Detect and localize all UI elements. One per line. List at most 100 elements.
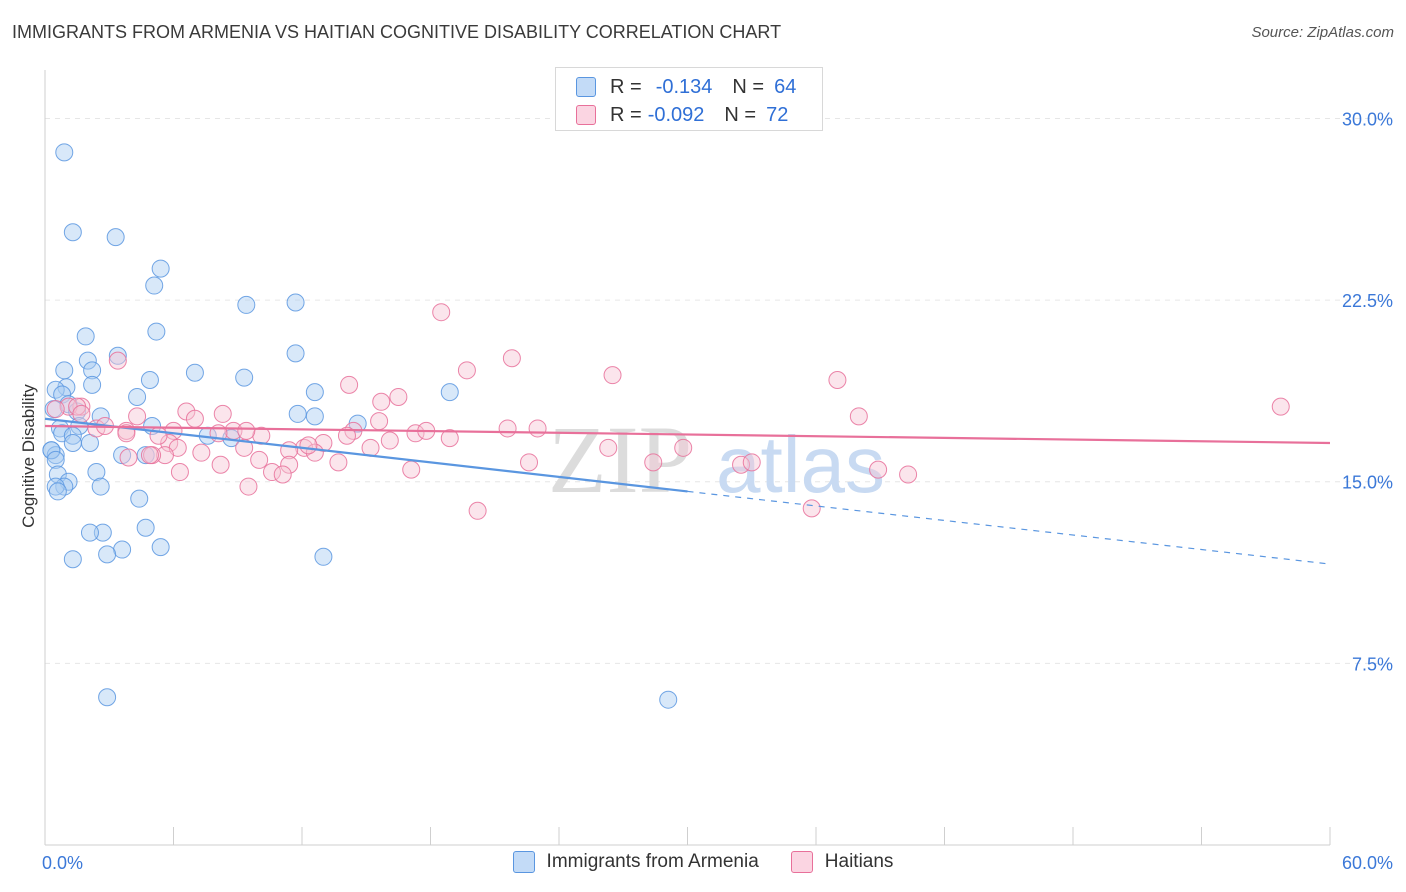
point-armenia bbox=[46, 450, 65, 469]
point-armenia bbox=[288, 404, 307, 423]
point-haitians bbox=[802, 499, 821, 518]
point-armenia bbox=[80, 523, 99, 542]
trend-lines bbox=[44, 417, 1331, 565]
point-haitians bbox=[329, 453, 348, 472]
watermark: ZIP atlas bbox=[548, 406, 885, 513]
point-armenia bbox=[91, 477, 110, 496]
point-armenia bbox=[305, 407, 324, 426]
legend-r-label: R = bbox=[610, 103, 642, 126]
point-armenia bbox=[151, 538, 170, 557]
legend-r-value: -0.134 bbox=[655, 75, 713, 98]
y-tick-label: 7.5% bbox=[1352, 654, 1393, 674]
legend-item-armenia: Immigrants from Armenia bbox=[512, 851, 759, 873]
point-haitians bbox=[674, 438, 693, 457]
point-haitians bbox=[406, 424, 425, 443]
point-armenia bbox=[48, 482, 67, 501]
point-haitians bbox=[280, 455, 299, 474]
point-haitians bbox=[72, 397, 91, 416]
legend-swatch-haitians bbox=[790, 851, 813, 873]
point-haitians bbox=[869, 460, 888, 479]
point-haitians bbox=[361, 438, 380, 457]
point-haitians bbox=[149, 426, 168, 445]
point-armenia bbox=[440, 383, 459, 402]
legend-item-haitians: Haitians bbox=[790, 851, 894, 873]
source-credit: Source: ZipAtlas.com bbox=[1251, 24, 1394, 41]
point-armenia bbox=[136, 518, 155, 537]
point-armenia bbox=[87, 463, 106, 482]
trend-line-armenia bbox=[44, 417, 688, 493]
gridlines bbox=[45, 117, 1392, 664]
legend-row-armenia: R = -0.134 N = 64 bbox=[576, 73, 796, 101]
point-armenia bbox=[93, 523, 112, 542]
point-haitians bbox=[263, 463, 282, 482]
point-haitians bbox=[372, 392, 391, 411]
point-armenia bbox=[659, 690, 678, 709]
point-haitians bbox=[119, 448, 138, 467]
point-haitians bbox=[46, 400, 65, 419]
point-haitians bbox=[370, 412, 389, 431]
trend-line-armenia-extension bbox=[687, 490, 1331, 565]
point-haitians bbox=[389, 387, 408, 406]
point-haitians bbox=[192, 443, 211, 462]
point-haitians bbox=[828, 371, 847, 389]
point-armenia bbox=[98, 688, 117, 707]
point-armenia bbox=[286, 293, 305, 312]
point-haitians bbox=[140, 446, 159, 465]
point-haitians bbox=[440, 429, 459, 448]
point-haitians bbox=[849, 407, 868, 426]
point-armenia bbox=[128, 387, 147, 406]
point-haitians bbox=[402, 460, 421, 479]
point-haitians bbox=[468, 501, 487, 520]
legend-n-value: 64 bbox=[774, 75, 797, 98]
point-armenia bbox=[106, 228, 125, 247]
legend-swatch-armenia bbox=[576, 77, 596, 97]
legend-label-armenia: Immigrants from Armenia bbox=[546, 851, 759, 872]
point-haitians bbox=[899, 465, 918, 484]
point-armenia bbox=[147, 322, 166, 341]
point-armenia bbox=[76, 327, 95, 346]
point-armenia bbox=[314, 547, 333, 566]
tick-labels: 7.5% 15.0% 22.5% 30.0% 0.0% 60.0% bbox=[42, 109, 1393, 873]
point-haitians bbox=[457, 361, 476, 380]
point-haitians bbox=[170, 463, 189, 482]
point-haitians bbox=[644, 453, 663, 472]
point-armenia bbox=[286, 344, 305, 363]
point-haitians bbox=[72, 404, 91, 423]
point-armenia bbox=[63, 550, 82, 569]
point-armenia bbox=[42, 441, 61, 460]
point-haitians bbox=[185, 409, 204, 428]
chart-title: IMMIGRANTS FROM ARMENIA VS HAITIAN COGNI… bbox=[12, 22, 782, 42]
point-haitians bbox=[239, 477, 258, 496]
point-armenia bbox=[108, 346, 127, 365]
legend-n-label: N = bbox=[724, 103, 757, 126]
point-armenia bbox=[83, 375, 102, 394]
point-armenia bbox=[83, 361, 102, 380]
axes bbox=[44, 70, 1331, 846]
point-haitians bbox=[340, 375, 359, 394]
point-haitians bbox=[742, 453, 761, 472]
y-tick-label: 15.0% bbox=[1342, 473, 1393, 493]
legend-r-value: -0.092 bbox=[647, 103, 705, 126]
point-haitians bbox=[235, 438, 254, 457]
y-tick-label: 30.0% bbox=[1342, 109, 1393, 129]
correlation-legend: R = -0.134 N = 64 R = -0.092 N = 72 bbox=[555, 67, 823, 131]
legend-swatch-armenia bbox=[512, 851, 535, 873]
point-haitians bbox=[250, 450, 269, 469]
point-armenia bbox=[55, 143, 74, 162]
point-armenia bbox=[130, 489, 149, 508]
point-haitians bbox=[1271, 397, 1290, 416]
point-haitians bbox=[498, 419, 517, 438]
point-haitians bbox=[732, 455, 751, 474]
point-haitians bbox=[108, 351, 127, 370]
point-haitians bbox=[213, 404, 232, 423]
legend-row-haitians: R = -0.092 N = 72 bbox=[576, 101, 788, 129]
legend-label-haitians: Haitians bbox=[824, 851, 894, 872]
x-tick-label: 60.0% bbox=[1342, 853, 1393, 873]
point-haitians bbox=[528, 419, 547, 438]
point-armenia bbox=[235, 368, 254, 387]
data-points bbox=[42, 143, 1290, 709]
point-haitians bbox=[160, 433, 179, 452]
point-armenia bbox=[305, 383, 324, 402]
point-haitians bbox=[432, 303, 451, 322]
